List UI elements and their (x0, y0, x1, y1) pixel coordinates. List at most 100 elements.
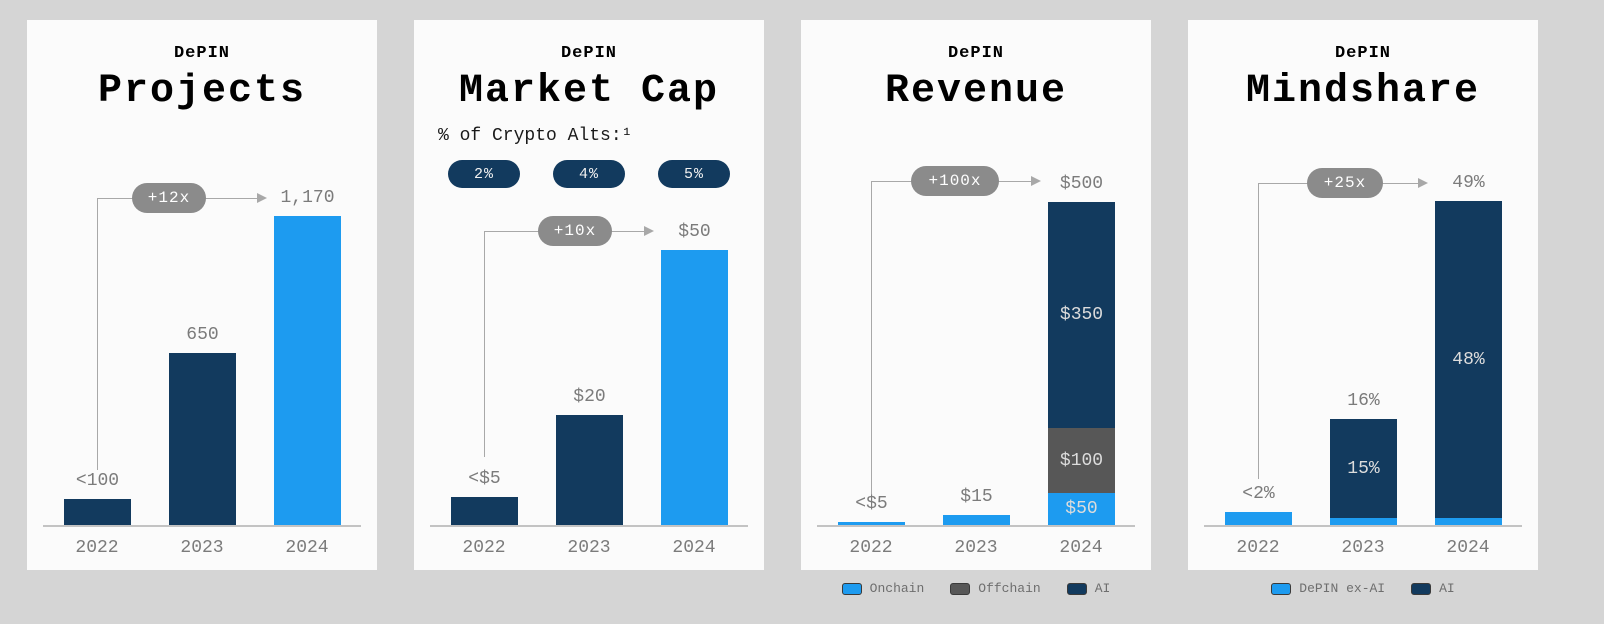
x-axis-label: 2024 (1446, 538, 1490, 558)
bar-value-label: $15 (960, 487, 993, 508)
bar-segment (556, 415, 623, 525)
arrowhead-icon (1031, 176, 1041, 186)
bar-value-label: 1,170 (280, 188, 335, 209)
bar-value-label: <$5 (855, 494, 888, 515)
legend-label: AI (1094, 581, 1111, 596)
bar-segment-offchain: $100 (1048, 428, 1115, 493)
chart-title: Projects (97, 69, 307, 114)
growth-annotation-badge: +25x (1307, 168, 1383, 198)
legend-item: DePIN ex-AI (1271, 581, 1385, 596)
bar-column-2023: 16% 15% (1330, 391, 1397, 525)
x-axis-label: 2023 (954, 538, 998, 558)
segment-value-label: $50 (1065, 499, 1098, 519)
panel-mindshare: DePIN Mindshare +25x <2% 16% 15% 49% 48%… (1188, 20, 1538, 570)
bar-segment (661, 250, 728, 525)
growth-annotation-badge: +10x (538, 216, 612, 246)
x-axis-label: 2024 (285, 538, 329, 558)
bar-segment-onchain (838, 522, 905, 525)
bar-value-label: 49% (1452, 173, 1485, 194)
annotation-line-vertical (871, 181, 872, 505)
bar-column-2024: 1,170 (274, 188, 341, 525)
segment-value-label: 48% (1452, 349, 1485, 370)
bar-value-label: $50 (678, 222, 711, 243)
bar-segment-ai: 15% (1330, 419, 1397, 518)
bar-segment (64, 499, 131, 525)
bar-value-label: <2% (1242, 484, 1275, 505)
bar-segment-onchain: $50 (1048, 493, 1115, 525)
panel-market-cap: DePIN Market Cap % of Crypto Alts:¹ 2% 4… (414, 20, 764, 570)
bar-column-2022: <100 (64, 471, 131, 525)
bar-column-2023: $15 (943, 487, 1010, 525)
plot-area: +100x <$5 $15 $500 $350 $100 $50 2022 20… (801, 20, 1151, 570)
x-axis-label: 2023 (1341, 538, 1385, 558)
chart-title: Market Cap (458, 69, 720, 114)
bar-column-2022: <2% (1225, 484, 1292, 525)
growth-annotation-badge: +12x (132, 183, 206, 213)
bar-column-2023: 650 (169, 325, 236, 525)
x-axis-label: 2024 (1059, 538, 1103, 558)
legend-item: Onchain (841, 581, 925, 596)
segment-value-label: 15% (1347, 458, 1380, 479)
annotation-line-vertical (1258, 183, 1259, 479)
x-axis-line (817, 525, 1135, 527)
legend-item: AI (1411, 581, 1455, 596)
legend-label: Onchain (869, 581, 925, 596)
legend-label: DePIN ex-AI (1299, 581, 1386, 596)
x-axis-label: 2023 (567, 538, 611, 558)
segment-value-label: $100 (1059, 450, 1104, 471)
growth-annotation-badge: +100x (911, 166, 999, 196)
plot-area: +12x <100 650 1,170 2022 2023 2024 (27, 20, 377, 570)
x-axis-line (1204, 525, 1522, 527)
panel-revenue: DePIN Revenue +100x <$5 $15 $500 $350 $1… (801, 20, 1151, 570)
pct-of-alts-badge: 5% (658, 160, 730, 188)
legend-label: AI (1439, 581, 1455, 596)
segment-value-label: $350 (1059, 305, 1104, 325)
legend-swatch-offchain (950, 582, 971, 595)
bar-column-2023: $20 (556, 387, 623, 525)
bar-value-label: <$5 (468, 469, 501, 490)
arrowhead-icon (1418, 178, 1428, 188)
bar-value-label: <100 (75, 471, 120, 492)
bar-value-label: 16% (1347, 391, 1380, 412)
annotation-line-vertical (484, 231, 485, 457)
bar-segment (274, 216, 341, 525)
x-axis-label: 2022 (849, 538, 893, 558)
x-axis-label: 2022 (462, 538, 506, 558)
bar-segment (451, 497, 518, 525)
bar-value-label: $500 (1059, 174, 1104, 195)
x-axis-label: 2024 (672, 538, 716, 558)
arrowhead-icon (644, 226, 654, 236)
chart-kicker: DePIN (173, 44, 230, 63)
plot-area: % of Crypto Alts:¹ 2% 4% 5% +10x <$5 $20… (414, 20, 764, 570)
bar-column-2022: <$5 (838, 494, 905, 525)
legend-item: Offchain (950, 581, 1041, 596)
x-axis-label: 2023 (180, 538, 224, 558)
legend-mindshare: DePIN ex-AI AI (1188, 581, 1538, 596)
chart-subtitle: % of Crypto Alts:¹ (438, 126, 633, 146)
legend-item: AI (1066, 581, 1111, 596)
legend-label: Offchain (978, 581, 1041, 596)
bar-segment-depin-ex-ai (1225, 512, 1292, 525)
legend-swatch-ai (1411, 582, 1432, 595)
annotation-line-vertical (97, 198, 98, 470)
legend-revenue: Onchain Offchain AI (801, 581, 1151, 596)
x-axis-line (43, 525, 361, 527)
chart-kicker: DePIN (947, 44, 1004, 63)
bar-column-2024: 49% 48% (1435, 173, 1502, 525)
chart-kicker: DePIN (1334, 44, 1391, 63)
pct-of-alts-badge: 4% (553, 160, 625, 188)
legend-swatch-depin-ex-ai (1271, 582, 1292, 595)
arrowhead-icon (257, 193, 267, 203)
chart-title: Revenue (884, 69, 1068, 114)
bar-value-label: $20 (573, 387, 606, 408)
bar-segment-depin-ex-ai (1435, 518, 1502, 525)
panel-projects: DePIN Projects +12x <100 650 1,170 2022 … (27, 20, 377, 570)
bar-column-2024: $500 $350 $100 $50 (1048, 174, 1115, 525)
x-axis-line (430, 525, 748, 527)
x-axis-label: 2022 (1236, 538, 1280, 558)
bar-segment-ai: $350 (1048, 202, 1115, 428)
chart-kicker: DePIN (560, 44, 617, 63)
bar-segment-depin-ex-ai (1330, 518, 1397, 525)
plot-area: +25x <2% 16% 15% 49% 48% 2022 2023 2024 (1188, 20, 1538, 570)
